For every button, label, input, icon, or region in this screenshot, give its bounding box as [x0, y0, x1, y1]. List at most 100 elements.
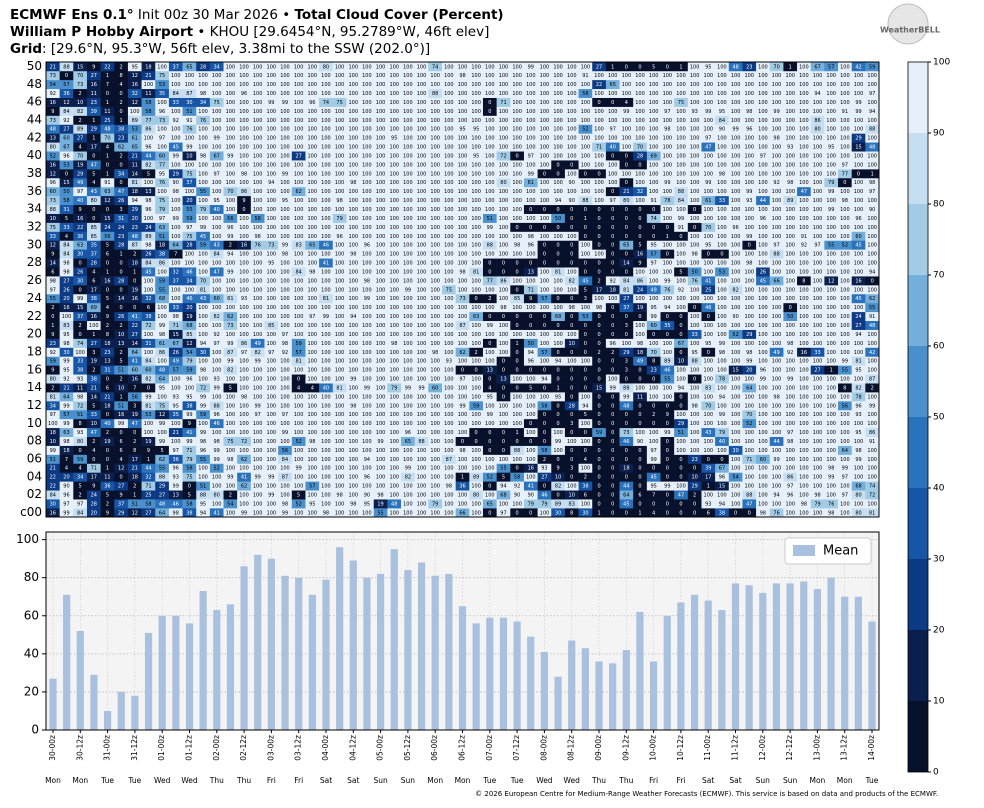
cell-label: 100 [376, 421, 386, 427]
cell-label: 100 [744, 394, 754, 400]
cell-label: 100 [335, 252, 345, 258]
cell-label: 100 [649, 430, 659, 436]
cell-label: 52 [746, 421, 752, 427]
cell-label: 79 [541, 501, 547, 507]
cell-label: 100 [376, 332, 386, 338]
cell-label: 100 [267, 305, 277, 311]
heatmap-cell [455, 481, 470, 491]
cell-label: 100 [826, 332, 836, 338]
cell-label: 0 [147, 385, 150, 391]
cell-label: 100 [308, 448, 318, 454]
cell-label: 100 [335, 225, 345, 231]
cell-label: 100 [676, 162, 686, 168]
cell-label: 100 [376, 466, 386, 472]
heatmap-cell [278, 329, 293, 339]
cell-label: 33 [173, 305, 179, 311]
heatmap-cell [551, 490, 566, 500]
cell-label: 100 [253, 180, 263, 186]
heatmap-cell [619, 365, 634, 375]
cell-label: 100 [813, 162, 823, 168]
heatmap-cell [332, 409, 347, 420]
heatmap-cell [155, 499, 170, 509]
cell-label: 60 [760, 457, 766, 463]
heatmap-cell [728, 418, 743, 429]
heatmap-cell [346, 454, 361, 464]
heatmap-cell [578, 401, 593, 411]
cell-label: 100 [813, 457, 823, 463]
cell-label: 100 [389, 269, 399, 275]
cell-label: 100 [403, 501, 413, 507]
heatmap-cell [523, 392, 538, 402]
cell-label: 100 [253, 368, 263, 374]
heatmap-cell [810, 329, 825, 339]
cell-label: 100 [335, 475, 345, 481]
cell-label: 100 [308, 368, 318, 374]
heatmap-cell [797, 508, 812, 518]
heatmap-cell [687, 490, 702, 500]
cell-label: 100 [267, 430, 277, 436]
cell-label: 88 [487, 243, 493, 249]
cell-label: 50 [528, 341, 534, 347]
cell-label: 100 [799, 296, 809, 302]
cell-label: 99 [227, 153, 233, 159]
heatmap-cell [674, 392, 689, 402]
heatmap-cell [783, 374, 798, 384]
heatmap-cell [73, 436, 88, 446]
cell-label: 100 [362, 305, 372, 311]
heatmap-cell [332, 463, 347, 473]
cell-label: 56 [132, 394, 138, 400]
cell-label: 100 [253, 323, 263, 329]
heatmap-cell [100, 427, 115, 438]
cell-label: 15 [719, 484, 725, 490]
cell-label: 100 [744, 484, 754, 490]
heatmap-cell [824, 427, 839, 438]
heatmap-cell [687, 472, 702, 482]
heatmap-cell [209, 338, 224, 348]
cell-label: 95 [555, 394, 561, 400]
cell-label: 80 [50, 377, 56, 383]
cell-label: 100 [198, 305, 208, 311]
cell-label: 100 [144, 287, 154, 293]
cell-label: 100 [731, 439, 741, 445]
cell-label: 72 [200, 385, 206, 391]
heatmap-cell [305, 436, 320, 446]
cell-label: 100 [239, 278, 249, 284]
heatmap-cell [592, 374, 607, 384]
heatmap-cell [797, 427, 812, 438]
cell-label: 100 [458, 341, 468, 347]
heatmap-cell [291, 347, 306, 357]
cell-label: 98 [596, 305, 602, 311]
heatmap-cell [605, 409, 620, 420]
cell-label: 100 [389, 475, 399, 481]
cell-label: 100 [744, 466, 754, 472]
heatmap-cell [168, 338, 183, 348]
cell-label: 0 [597, 323, 600, 329]
cell-label: 100 [239, 466, 249, 472]
cell-label: 100 [239, 323, 249, 329]
heatmap-cell [687, 401, 702, 411]
cell-label: 0 [652, 466, 655, 472]
heatmap-cell [592, 499, 607, 509]
cell-label: 100 [389, 332, 399, 338]
heatmap-cell [865, 427, 880, 438]
cell-label: 100 [717, 492, 727, 498]
heatmap-cell [73, 392, 88, 402]
cell-label: 100 [444, 368, 454, 374]
heatmap-cell [564, 436, 579, 446]
heatmap-cell [605, 436, 620, 446]
cell-label: 100 [840, 350, 850, 356]
heatmap-cell [373, 329, 388, 339]
cell-label: 31 [145, 341, 151, 347]
cell-label: 100 [581, 394, 591, 400]
heatmap-cell [728, 463, 743, 473]
cell-label: 100 [458, 314, 468, 320]
cell-label: 0 [666, 501, 669, 507]
heatmap-cell [728, 490, 743, 500]
cell-label: 100 [471, 189, 481, 195]
heatmap-cell [824, 499, 839, 509]
cell-label: 100 [403, 180, 413, 186]
heatmap-cell [619, 454, 634, 464]
cell-label: 75 [159, 403, 165, 409]
heatmap-cell [865, 329, 880, 339]
cell-label: 16 [132, 296, 138, 302]
